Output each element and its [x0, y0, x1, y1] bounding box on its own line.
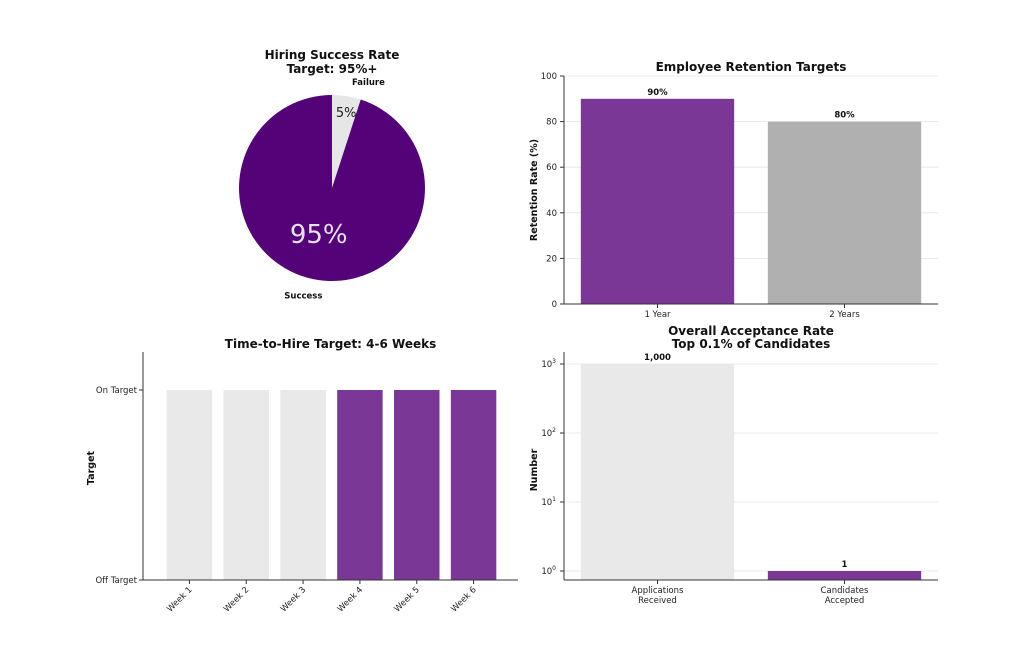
bar-1: [580, 364, 735, 580]
pie-label-success: Success: [284, 291, 322, 301]
x-tick-label: Week 3: [279, 585, 308, 614]
bar-value-label: 80%: [834, 111, 855, 121]
y-tick-label: 40: [546, 209, 557, 219]
bar-week-5: [394, 390, 440, 580]
x-tick-label: 1 Year: [644, 310, 671, 320]
y-tick-label: 103: [541, 358, 556, 370]
bar-week-3: [280, 390, 326, 580]
x-tick-label-line1: Candidates: [821, 586, 869, 596]
retention-bar-chart: Employee Retention Targets 0 20 40 60 80 100 90…: [529, 60, 938, 320]
y-tick-label: 100: [541, 72, 557, 82]
x-tick-label: Week 5: [393, 585, 422, 614]
bar-2: [767, 121, 922, 304]
time-to-hire-bar-chart: Time-to-Hire Target: 4-6 Weeks Off Target…: [86, 337, 518, 614]
bar-2: [767, 571, 922, 580]
bar-week-1: [166, 390, 213, 580]
y-axis-label: Retention Rate (%): [529, 139, 540, 241]
x-tick-label: Week 2: [222, 585, 251, 614]
y-tick-label: On Target: [96, 386, 138, 396]
y-tick-label: 102: [541, 427, 556, 439]
y-axis-label: Number: [529, 448, 540, 491]
x-tick-label: Week 1: [165, 585, 194, 614]
chart-subtitle: Target: 95%+: [287, 62, 378, 76]
x-tick-label: 2 Years: [829, 310, 860, 320]
chart-title: Employee Retention Targets: [656, 60, 847, 74]
bar-week-6: [450, 390, 497, 580]
bar-value-label: 1,000: [644, 353, 671, 363]
pie-label-failure: Failure: [352, 78, 385, 88]
x-tick-label-line2: Accepted: [825, 596, 865, 606]
bar-1: [580, 98, 735, 304]
y-tick-label: 100: [541, 565, 556, 577]
bar-value-label: 90%: [647, 88, 668, 98]
y-tick-label: 20: [546, 254, 557, 264]
y-tick-label: 60: [546, 163, 557, 173]
pie-slice-success: [239, 95, 426, 281]
chart-title: Time-to-Hire Target: 4-6 Weeks: [225, 337, 436, 351]
y-tick-label: 101: [541, 496, 556, 508]
y-tick-label: 80: [546, 118, 557, 128]
bar-week-4: [337, 390, 383, 580]
x-tick-label-line2: Received: [638, 596, 677, 606]
chart-title: Hiring Success Rate: [265, 48, 400, 62]
x-tick-label: Week 6: [449, 585, 478, 614]
chart-subtitle: Top 0.1% of Candidates: [672, 337, 831, 351]
bar-value-label: 1: [842, 560, 848, 570]
pie-pct-failure: 5%: [336, 106, 357, 121]
y-tick-label: 0: [552, 300, 557, 310]
pie-slice-failure: [332, 95, 361, 188]
x-tick-label: Week 4: [336, 585, 365, 614]
pie-pct-success: 95%: [290, 220, 348, 250]
chart-title: Overall Acceptance Rate: [668, 324, 834, 338]
bar-week-2: [223, 390, 269, 580]
x-tick-label-line1: Applications: [632, 586, 684, 596]
y-axis-label: Target: [86, 450, 97, 485]
y-tick-label: Off Target: [95, 576, 137, 586]
